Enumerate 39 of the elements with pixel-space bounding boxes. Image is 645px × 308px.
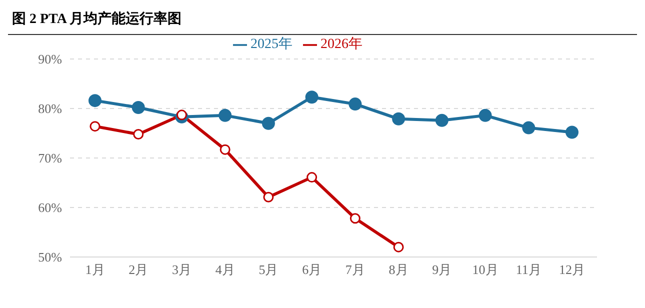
x-tick-label: 9月 xyxy=(432,262,452,278)
chart-title: 图 2 PTA 月均产能运行率图 xyxy=(8,8,637,35)
x-tick-label: 1月 xyxy=(85,262,105,278)
point xyxy=(218,108,232,122)
legend-label: 2025年 xyxy=(250,37,292,52)
point xyxy=(522,121,536,134)
point xyxy=(90,121,100,132)
x-tick-label: 5月 xyxy=(258,262,278,278)
y-tick-label: 90% xyxy=(38,52,62,67)
point xyxy=(132,101,145,114)
point xyxy=(350,213,360,224)
x-tick-label: 11月 xyxy=(516,262,542,278)
x-tick-label: 4月 xyxy=(215,262,235,278)
x-tick-label: 10月 xyxy=(472,262,498,278)
legend-label: 2026年 xyxy=(320,37,362,52)
point xyxy=(220,144,230,155)
x-tick-label: 6月 xyxy=(302,262,322,278)
point xyxy=(133,128,144,140)
point xyxy=(306,172,318,183)
point xyxy=(348,98,362,111)
x-tick-label: 3月 xyxy=(172,262,192,278)
point xyxy=(392,112,406,126)
point xyxy=(176,110,187,120)
point xyxy=(393,242,404,252)
y-tick-label: 50% xyxy=(38,250,62,265)
point xyxy=(435,114,448,127)
y-tick-label: 60% xyxy=(38,200,62,216)
y-tick-label: 70% xyxy=(38,150,62,166)
point xyxy=(88,94,102,108)
x-tick-label: 7月 xyxy=(345,262,365,278)
point xyxy=(566,126,578,139)
point xyxy=(478,108,492,122)
point xyxy=(262,116,275,130)
x-tick-label: 2月 xyxy=(128,262,148,278)
x-tick-label: 12月 xyxy=(559,262,585,278)
point xyxy=(305,90,318,104)
x-tick-label: 8月 xyxy=(388,262,408,278)
point xyxy=(263,192,274,202)
y-tick-label: 80% xyxy=(38,101,62,116)
